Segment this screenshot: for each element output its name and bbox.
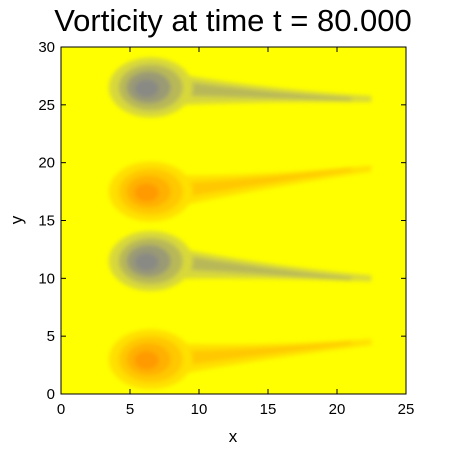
x-tick-label: 0 (57, 401, 65, 418)
vortex-tail (162, 165, 372, 210)
vortex-positive (108, 329, 372, 390)
x-tick-label: 15 (260, 401, 277, 418)
x-axis-label: x (229, 427, 238, 446)
vortex-core (134, 252, 159, 271)
vortex-positive (108, 161, 372, 222)
y-tick-label: 10 (38, 270, 55, 287)
y-tick-label: 15 (38, 213, 55, 230)
y-axis-label: y (7, 215, 26, 224)
y-tick-label: 30 (38, 39, 55, 56)
vortex-core (134, 183, 159, 202)
x-tick-label: 5 (126, 401, 134, 418)
chart-title: Vorticity at time t = 80.000 (54, 3, 412, 38)
x-tick-label: 20 (329, 401, 346, 418)
vorticity-field (108, 57, 372, 390)
vortex-tail-core (170, 252, 352, 281)
vortex-negative (108, 230, 372, 291)
vortex-tail (162, 338, 372, 378)
y-tick-label: 5 (47, 328, 55, 345)
vortex-tail (162, 244, 372, 282)
x-tick-label: 10 (191, 401, 208, 418)
y-tick-label: 0 (47, 386, 55, 403)
y-axis: 0 5 10 15 20 25 30 (38, 39, 406, 403)
x-axis: 0 5 10 15 20 25 (57, 47, 415, 418)
vortex-core (134, 351, 159, 370)
vortex-tail-core (170, 340, 352, 368)
vortex-core (134, 79, 159, 98)
x-tick-label: 25 (398, 401, 415, 418)
y-tick-label: 20 (38, 155, 55, 172)
vortex-tail-core (170, 79, 352, 102)
vortex-negative (108, 57, 372, 118)
vortex-tail-core (170, 167, 352, 200)
y-tick-label: 25 (38, 97, 55, 114)
